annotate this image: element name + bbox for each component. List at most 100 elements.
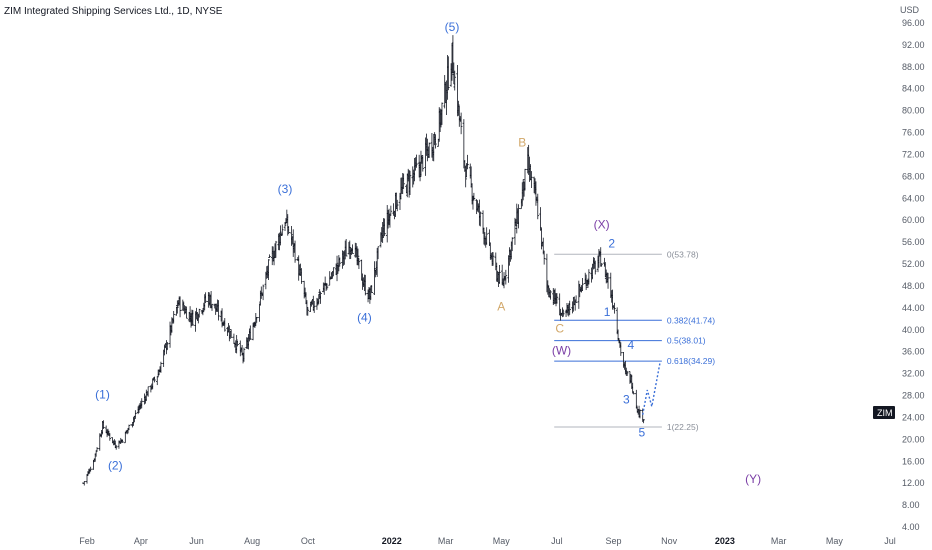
ohlc-bar bbox=[478, 211, 482, 227]
ohlc-bar bbox=[434, 134, 437, 149]
ohlc-bar bbox=[344, 239, 348, 257]
ohlc-bar bbox=[632, 391, 635, 395]
ohlc-bar bbox=[457, 100, 460, 116]
ohlc-bar bbox=[415, 154, 418, 168]
x-tick-label: Mar bbox=[771, 536, 787, 546]
ohlc-bar bbox=[534, 181, 538, 206]
ohlc-bar bbox=[166, 341, 169, 351]
ohlc-bar bbox=[127, 424, 131, 431]
y-tick-label: 68.00 bbox=[902, 171, 925, 181]
ohlc-bar bbox=[421, 156, 425, 172]
y-tick-label: 56.00 bbox=[902, 237, 925, 247]
wave-label: (2) bbox=[108, 458, 123, 472]
price-axis[interactable]: USD 96.00 92.00 88.00 84.00 80.00 76.00 72.00 6… bbox=[900, 5, 925, 532]
y-tick-label: 16.00 bbox=[902, 456, 925, 466]
wave-label: (W) bbox=[552, 343, 571, 357]
ohlc-bar bbox=[635, 389, 638, 409]
ohlc-bar bbox=[625, 370, 629, 376]
ohlc-bar bbox=[619, 342, 623, 356]
ohlc-bar bbox=[600, 263, 603, 267]
ohlc-bar bbox=[356, 248, 360, 266]
ohlc-bar bbox=[267, 259, 270, 280]
x-tick-label: Nov bbox=[661, 536, 678, 546]
wave-label: 5 bbox=[638, 426, 645, 440]
ohlc-bar bbox=[268, 254, 271, 258]
x-tick-label: Apr bbox=[134, 536, 148, 546]
ohlc-bar bbox=[613, 302, 616, 314]
y-tick-label: 96.00 bbox=[902, 18, 925, 28]
ohlc-bar bbox=[235, 335, 238, 354]
y-tick-label: 48.00 bbox=[902, 281, 925, 291]
ohlc-bar bbox=[427, 142, 431, 158]
ohlc-bar bbox=[223, 318, 227, 332]
ohlc-bar bbox=[140, 398, 144, 409]
ohlc-bar bbox=[574, 295, 578, 303]
x-tick-label: Jul bbox=[551, 536, 563, 546]
ohlc-bar bbox=[498, 264, 501, 284]
ohlc-bar bbox=[255, 317, 259, 323]
chart-title: ZIM Integrated Shipping Services Ltd., 1… bbox=[4, 6, 223, 17]
time-axis[interactable]: Feb Apr Jun Aug Oct 2022 Mar May Jul Sep Nov 2023 Ma… bbox=[79, 536, 896, 546]
ohlc-bar bbox=[274, 240, 278, 258]
wave-label: 2 bbox=[608, 237, 615, 251]
ohlc-bar bbox=[155, 376, 159, 386]
y-tick-label: 44.00 bbox=[902, 303, 925, 313]
fibonacci-retracement[interactable]: 0(53.78) 0.382(41.74) 0.5(38.01) 0.618(34.2… bbox=[554, 249, 715, 432]
ohlc-bar bbox=[121, 439, 124, 443]
ohlc-bar bbox=[443, 75, 446, 109]
ohlc-bar bbox=[300, 268, 303, 284]
ohlc-bar bbox=[555, 293, 559, 304]
ohlc-bar bbox=[447, 56, 450, 91]
ohlc-bar bbox=[542, 251, 546, 265]
x-tick-label: Jul bbox=[884, 536, 896, 546]
ohlc-bar bbox=[383, 218, 386, 237]
ohlc-bar bbox=[523, 168, 527, 191]
ohlc-bar bbox=[191, 310, 195, 326]
ohlc-bar bbox=[89, 466, 92, 472]
ohlc-bar bbox=[92, 459, 95, 470]
y-tick-label: 12.00 bbox=[902, 478, 925, 488]
fib-level-label: 0.5(38.01) bbox=[667, 336, 706, 346]
ohlc-bar bbox=[584, 274, 588, 291]
ohlc-bar bbox=[338, 257, 342, 267]
x-tick-label: Sep bbox=[606, 536, 622, 546]
y-tick-label: 24.00 bbox=[902, 412, 925, 422]
y-tick-label: 92.00 bbox=[902, 40, 925, 50]
ohlc-bar bbox=[370, 285, 373, 294]
ohlc-bar bbox=[568, 300, 572, 315]
ohlc-bar bbox=[357, 258, 361, 270]
ohlc-bar bbox=[146, 386, 150, 397]
ohlc-bar bbox=[153, 376, 156, 383]
projection-line bbox=[642, 362, 661, 415]
y-tick-label: 76.00 bbox=[902, 128, 925, 138]
y-tick-label: 32.00 bbox=[902, 369, 925, 379]
ohlc-bar bbox=[297, 255, 300, 281]
ohlc-bar bbox=[287, 226, 290, 235]
ohlc-bar bbox=[581, 277, 584, 292]
ohlc-bar bbox=[108, 432, 112, 441]
ohlc-bar bbox=[210, 303, 214, 311]
ohlc-bar bbox=[279, 225, 282, 246]
y-tick-label: 80.00 bbox=[902, 106, 925, 116]
x-tick-label: 2022 bbox=[382, 536, 402, 546]
x-tick-label: Mar bbox=[438, 536, 454, 546]
ohlc-bar bbox=[466, 154, 469, 170]
ohlc-bar bbox=[239, 340, 242, 357]
ohlc-bar bbox=[376, 246, 380, 260]
fib-level-label: 0.618(34.29) bbox=[667, 356, 715, 366]
ohlc-bar bbox=[114, 444, 118, 450]
ohlc-bar bbox=[521, 179, 525, 201]
ohlc-bar bbox=[539, 207, 542, 231]
wave-label: 4 bbox=[628, 338, 635, 352]
ticker-badge: ZIM bbox=[873, 406, 895, 419]
wave-label: (3) bbox=[278, 182, 293, 196]
ohlc-bar bbox=[485, 227, 488, 245]
ohlc-bar bbox=[341, 250, 344, 269]
ohlc-bar bbox=[464, 165, 467, 188]
x-tick-label: 2023 bbox=[715, 536, 735, 546]
ohlc-bar bbox=[420, 155, 424, 164]
x-tick-label: May bbox=[493, 536, 511, 546]
wave-label: (5) bbox=[445, 20, 460, 34]
x-tick-label: Oct bbox=[301, 536, 316, 546]
